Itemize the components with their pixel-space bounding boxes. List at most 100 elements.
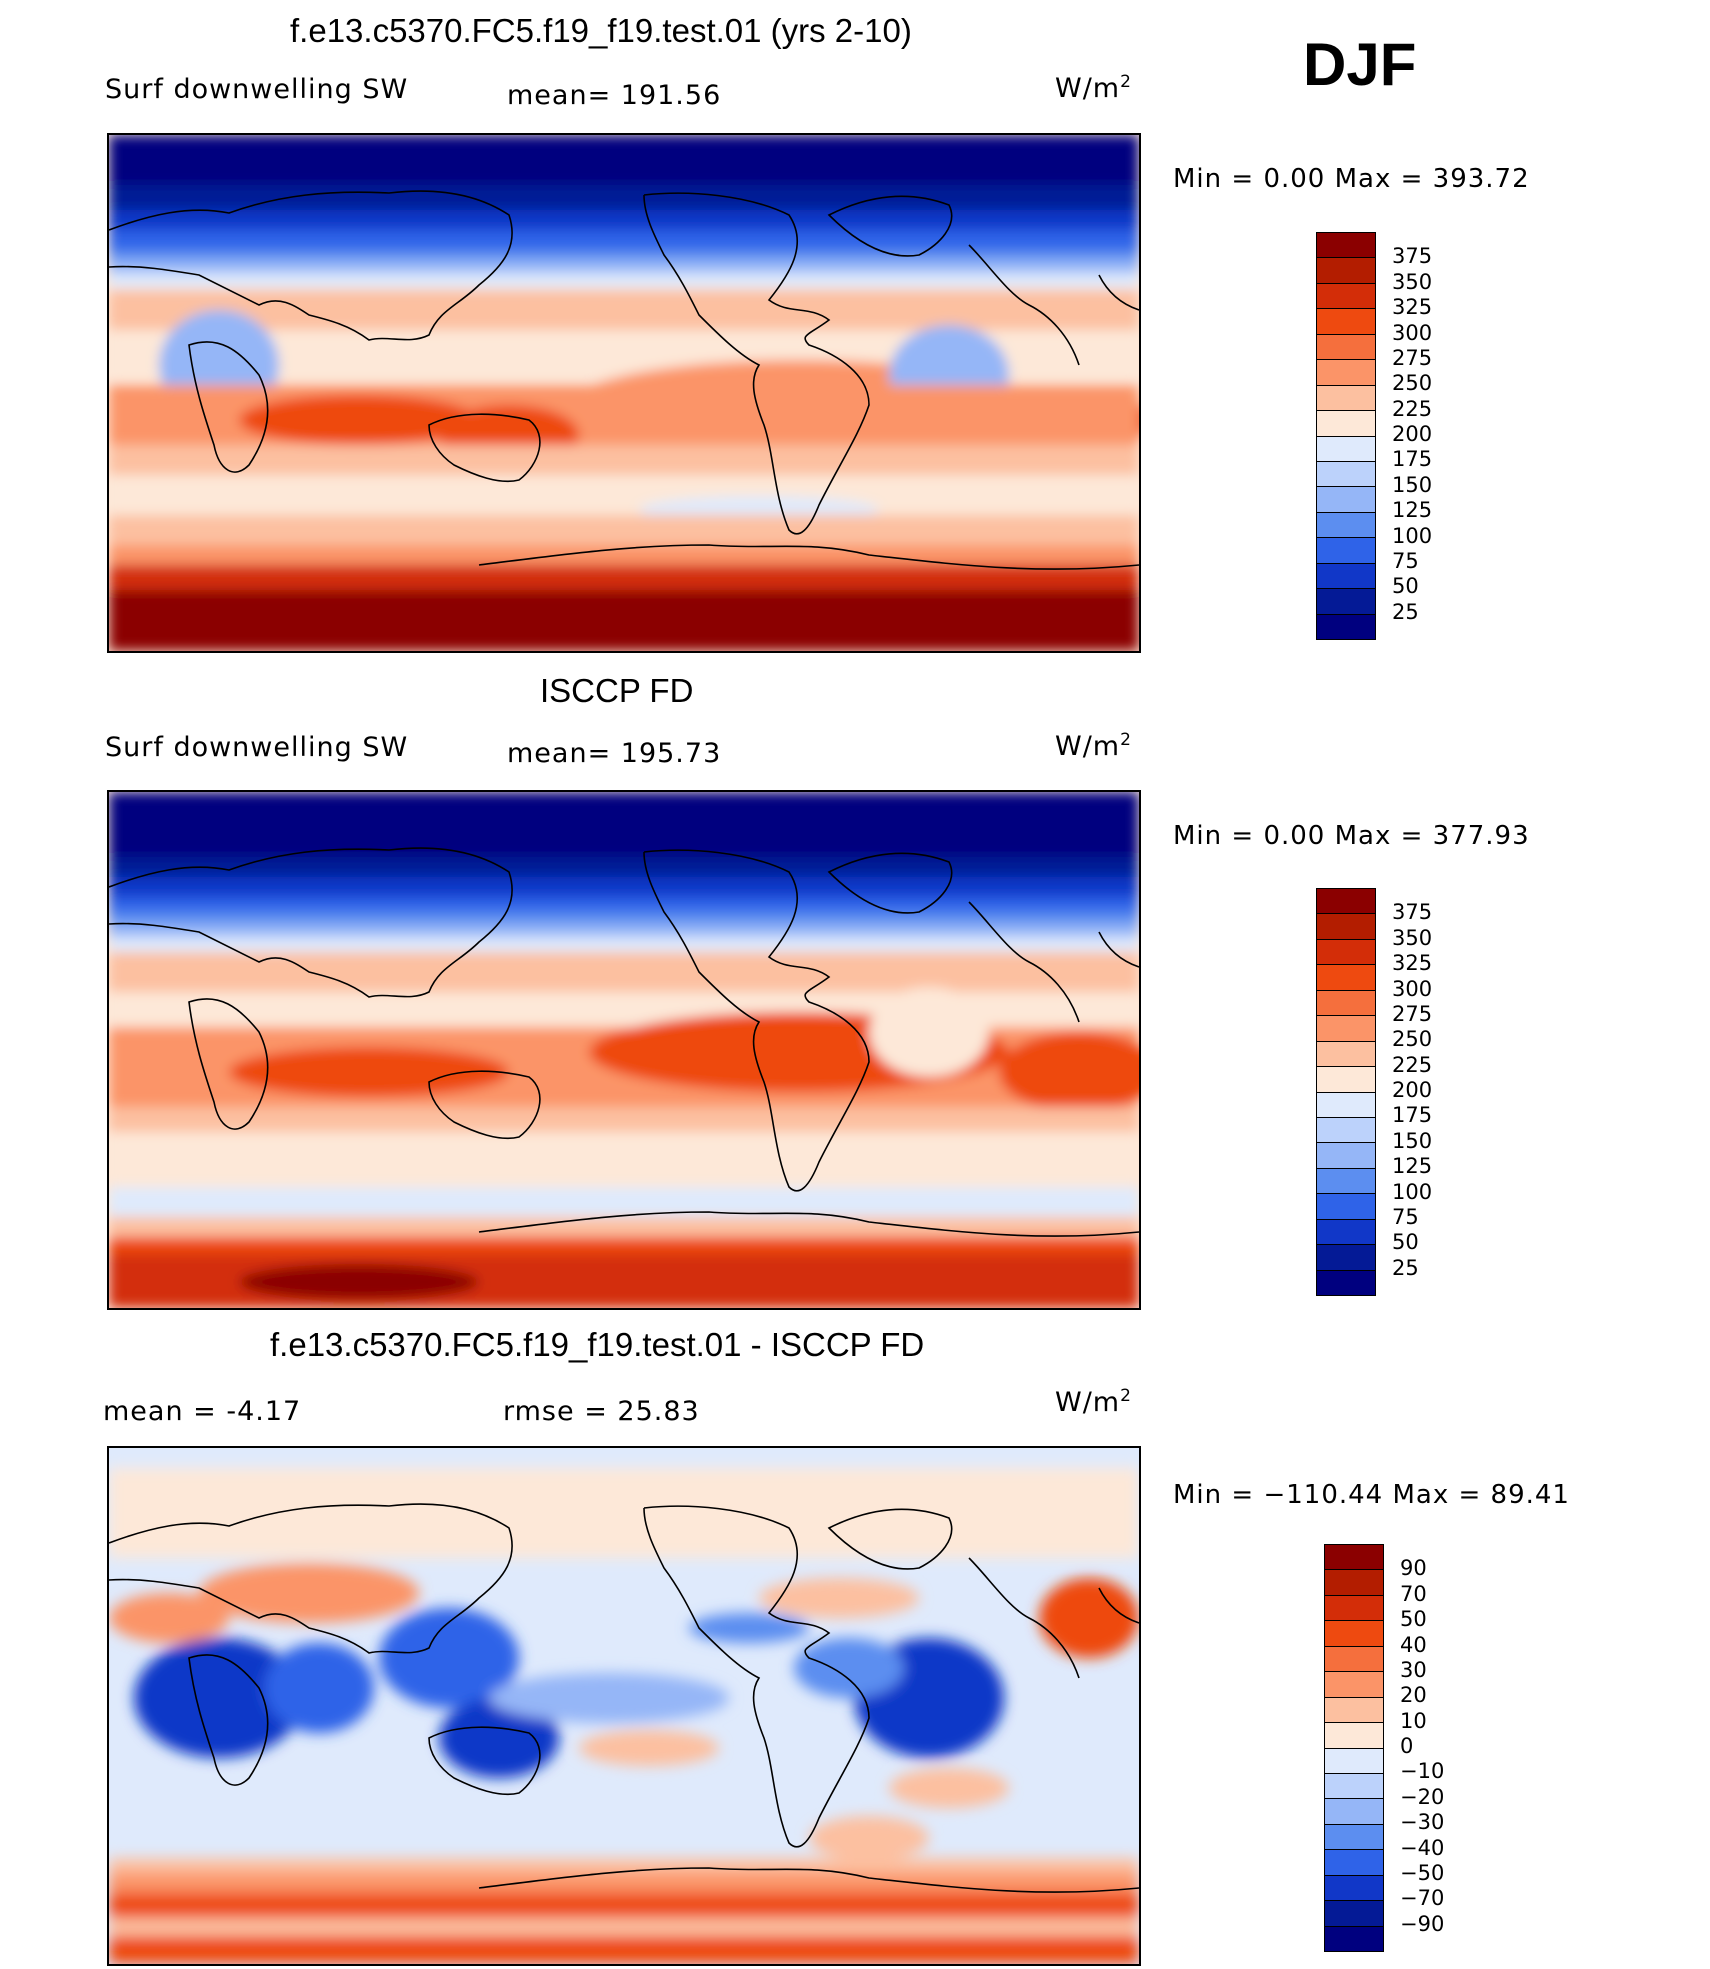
colorbar-tick-label: −40 <box>1400 1835 1445 1860</box>
colorbar-swatch <box>1317 385 1375 412</box>
colorbar-tick-label: 50 <box>1400 1607 1427 1632</box>
colorbar-swatch <box>1325 1799 1383 1825</box>
panel-2-colorbar <box>1316 888 1376 1296</box>
colorbar-swatch <box>1317 233 1375 259</box>
panel-3-colorbar <box>1324 1544 1384 1952</box>
colorbar-tick-label: −50 <box>1400 1860 1445 1885</box>
colorbar-swatch <box>1325 1773 1383 1800</box>
panel-3-title: f.e13.c5370.FC5.f19_f19.test.01 - ISCCP … <box>270 1326 925 1363</box>
colorbar-swatch <box>1317 990 1375 1017</box>
colorbar-swatch <box>1325 1697 1383 1724</box>
colorbar-swatch <box>1317 1067 1375 1093</box>
colorbar-tick-label: 325 <box>1392 295 1433 320</box>
colorbar-tick-label: 250 <box>1392 1027 1433 1052</box>
colorbar-tick-label: 225 <box>1392 1052 1433 1077</box>
colorbar-swatch <box>1317 1194 1375 1220</box>
panel-3-units: W/m2 <box>1055 1386 1132 1418</box>
colorbar-swatch <box>1325 1926 1383 1951</box>
colorbar-swatch <box>1317 411 1375 437</box>
colorbar-tick-label: 75 <box>1392 1204 1419 1229</box>
colorbar-tick-label: 350 <box>1392 269 1433 294</box>
colorbar-tick-label: 175 <box>1392 447 1433 472</box>
colorbar-swatch <box>1317 360 1375 386</box>
colorbar-swatch <box>1325 1545 1383 1571</box>
colorbar-swatch <box>1317 1270 1375 1295</box>
colorbar-tick-label: 300 <box>1392 320 1433 345</box>
colorbar-swatch <box>1317 965 1375 991</box>
panel-1-colorbar <box>1316 232 1376 640</box>
panel-2-map <box>107 790 1141 1310</box>
colorbar-swatch <box>1317 1016 1375 1042</box>
colorbar-swatch <box>1317 1117 1375 1144</box>
colorbar-tick-label: 40 <box>1400 1632 1427 1657</box>
colorbar-tick-label: 50 <box>1392 1230 1419 1255</box>
colorbar-swatch <box>1325 1901 1383 1927</box>
colorbar-tick-label: −30 <box>1400 1810 1445 1835</box>
season-label: DJF <box>1303 31 1417 98</box>
colorbar-swatch <box>1317 889 1375 915</box>
colorbar-swatch <box>1317 258 1375 284</box>
panel-2-units: W/m2 <box>1055 730 1132 762</box>
colorbar-tick-label: 175 <box>1392 1103 1433 1128</box>
colorbar-swatch <box>1317 939 1375 966</box>
colorbar-swatch <box>1317 334 1375 361</box>
colorbar-swatch <box>1325 1723 1383 1749</box>
colorbar-swatch <box>1325 1875 1383 1902</box>
colorbar-tick-label: 25 <box>1392 1255 1419 1280</box>
colorbar-tick-label: −20 <box>1400 1784 1445 1809</box>
colorbar-swatch <box>1317 461 1375 488</box>
colorbar-swatch <box>1317 914 1375 940</box>
colorbar-swatch <box>1317 1041 1375 1068</box>
colorbar-swatch <box>1317 538 1375 564</box>
panel-3-mean-label: mean = -4.17 <box>103 1396 302 1427</box>
colorbar-tick-label: 275 <box>1392 1001 1433 1026</box>
colorbar-tick-label: 225 <box>1392 396 1433 421</box>
colorbar-tick-label: 350 <box>1392 925 1433 950</box>
colorbar-tick-label: −10 <box>1400 1759 1445 1784</box>
colorbar-swatch <box>1325 1672 1383 1698</box>
colorbar-tick-label: 375 <box>1392 900 1433 925</box>
colorbar-tick-label: 275 <box>1392 345 1433 370</box>
panel-3-map <box>107 1446 1141 1966</box>
colorbar-tick-label: 150 <box>1392 1128 1433 1153</box>
colorbar-swatch <box>1317 563 1375 590</box>
colorbar-swatch <box>1325 1748 1383 1774</box>
colorbar-tick-label: 300 <box>1392 976 1433 1001</box>
colorbar-tick-label: 200 <box>1392 1078 1433 1102</box>
colorbar-tick-label: 20 <box>1400 1683 1427 1708</box>
colorbar-swatch <box>1317 1168 1375 1195</box>
colorbar-tick-label: 0 <box>1400 1734 1414 1758</box>
colorbar-tick-label: 150 <box>1392 472 1433 497</box>
panel-1-map <box>107 133 1141 653</box>
panel-3-minmax: Min = −110.44 Max = 89.41 <box>1173 1480 1570 1510</box>
colorbar-tick-label: 30 <box>1400 1657 1427 1682</box>
colorbar-swatch <box>1317 283 1375 310</box>
colorbar-swatch <box>1317 589 1375 615</box>
colorbar-swatch <box>1325 1570 1383 1596</box>
colorbar-swatch <box>1325 1595 1383 1622</box>
colorbar-tick-label: 25 <box>1392 599 1419 624</box>
colorbar-swatch <box>1317 1143 1375 1169</box>
colorbar-tick-label: −90 <box>1400 1911 1445 1936</box>
panel-2-minmax: Min = 0.00 Max = 377.93 <box>1173 821 1530 851</box>
colorbar-tick-label: 375 <box>1392 244 1433 269</box>
colorbar-tick-label: 200 <box>1392 422 1433 446</box>
colorbar-tick-label: 100 <box>1392 1179 1433 1204</box>
colorbar-tick-label: 325 <box>1392 951 1433 976</box>
colorbar-swatch <box>1325 1646 1383 1673</box>
panel-3-rmse-label: rmse = 25.83 <box>503 1396 700 1427</box>
colorbar-tick-label: −70 <box>1400 1886 1445 1911</box>
panel-1-variable-label: Surf downwelling SW <box>105 74 409 105</box>
panel-2-mean-label: mean= 195.73 <box>507 738 722 769</box>
colorbar-swatch <box>1317 1092 1375 1118</box>
colorbar-swatch <box>1317 1219 1375 1246</box>
panel-1-minmax: Min = 0.00 Max = 393.72 <box>1173 164 1530 194</box>
colorbar-tick-label: 70 <box>1400 1581 1427 1606</box>
colorbar-tick-label: 50 <box>1392 574 1419 599</box>
panel-2-variable-label: Surf downwelling SW <box>105 732 409 763</box>
colorbar-tick-label: 10 <box>1400 1708 1427 1733</box>
colorbar-swatch <box>1317 512 1375 539</box>
colorbar-tick-label: 100 <box>1392 523 1433 548</box>
colorbar-tick-label: 125 <box>1392 498 1433 523</box>
colorbar-swatch <box>1317 487 1375 513</box>
